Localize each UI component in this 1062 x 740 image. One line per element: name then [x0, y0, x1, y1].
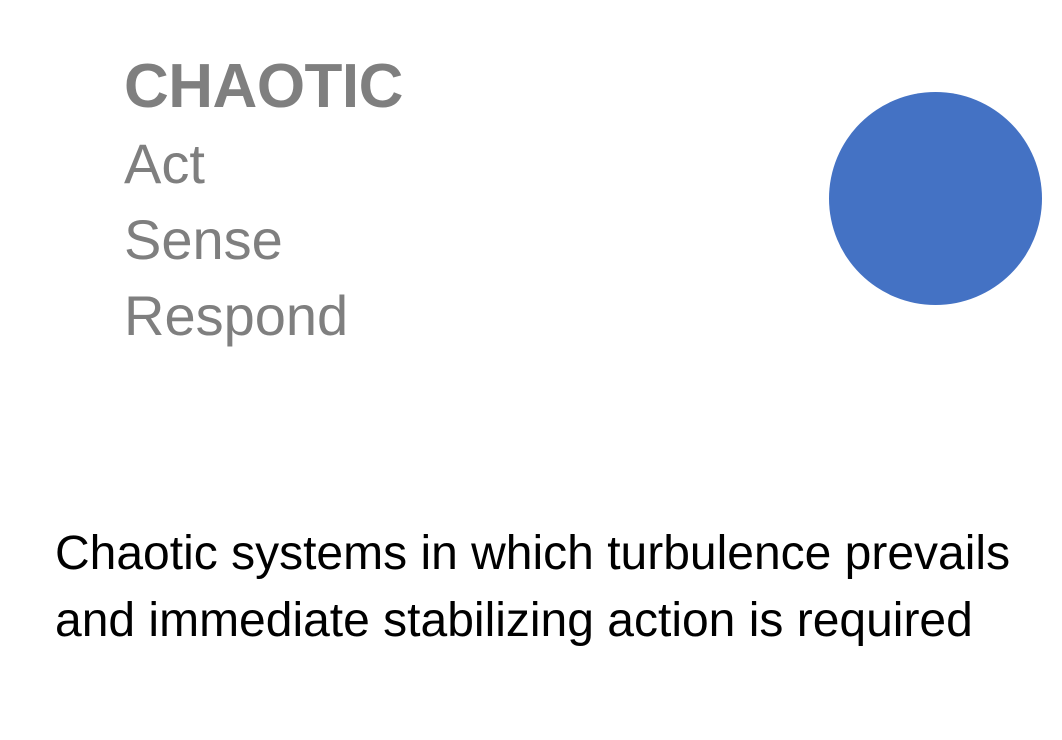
blue-circle [829, 92, 1042, 305]
domain-description: Chaotic systems in which turbulence prev… [55, 527, 1011, 647]
step-sense: Sense [124, 208, 283, 271]
step-act: Act [124, 132, 205, 195]
domain-title: CHAOTIC [124, 52, 403, 121]
step-respond: Respond [124, 284, 349, 347]
domain-heading: CHAOTIC Act Sense Respond [124, 48, 403, 354]
